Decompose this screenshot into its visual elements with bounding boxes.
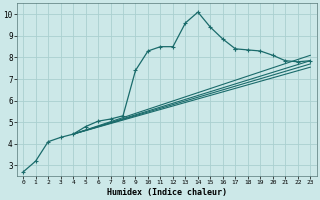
X-axis label: Humidex (Indice chaleur): Humidex (Indice chaleur)	[107, 188, 227, 197]
